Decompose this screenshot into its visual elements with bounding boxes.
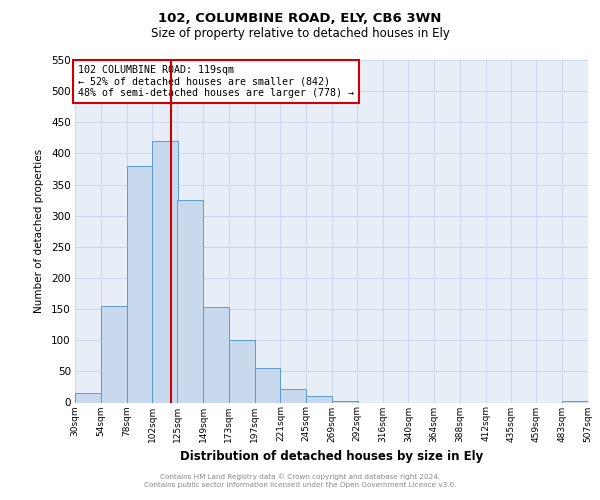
Bar <box>152 141 178 403</box>
Bar <box>332 400 358 402</box>
Text: 102, COLUMBINE ROAD, ELY, CB6 3WN: 102, COLUMBINE ROAD, ELY, CB6 3WN <box>158 12 442 26</box>
Bar <box>203 307 229 402</box>
Bar <box>562 400 588 402</box>
Y-axis label: Number of detached properties: Number of detached properties <box>34 149 44 314</box>
Bar <box>280 390 306 402</box>
X-axis label: Distribution of detached houses by size in Ely: Distribution of detached houses by size … <box>180 450 483 463</box>
Bar <box>127 166 152 402</box>
Bar <box>306 396 332 402</box>
Text: Size of property relative to detached houses in Ely: Size of property relative to detached ho… <box>151 28 449 40</box>
Bar <box>177 200 203 402</box>
Text: Contains HM Land Registry data © Crown copyright and database right 2024.
Contai: Contains HM Land Registry data © Crown c… <box>144 473 456 488</box>
Bar <box>75 393 101 402</box>
Bar <box>229 340 254 402</box>
Bar <box>254 368 280 402</box>
Bar <box>101 306 127 402</box>
Text: 102 COLUMBINE ROAD: 119sqm
← 52% of detached houses are smaller (842)
48% of sem: 102 COLUMBINE ROAD: 119sqm ← 52% of deta… <box>77 65 353 98</box>
